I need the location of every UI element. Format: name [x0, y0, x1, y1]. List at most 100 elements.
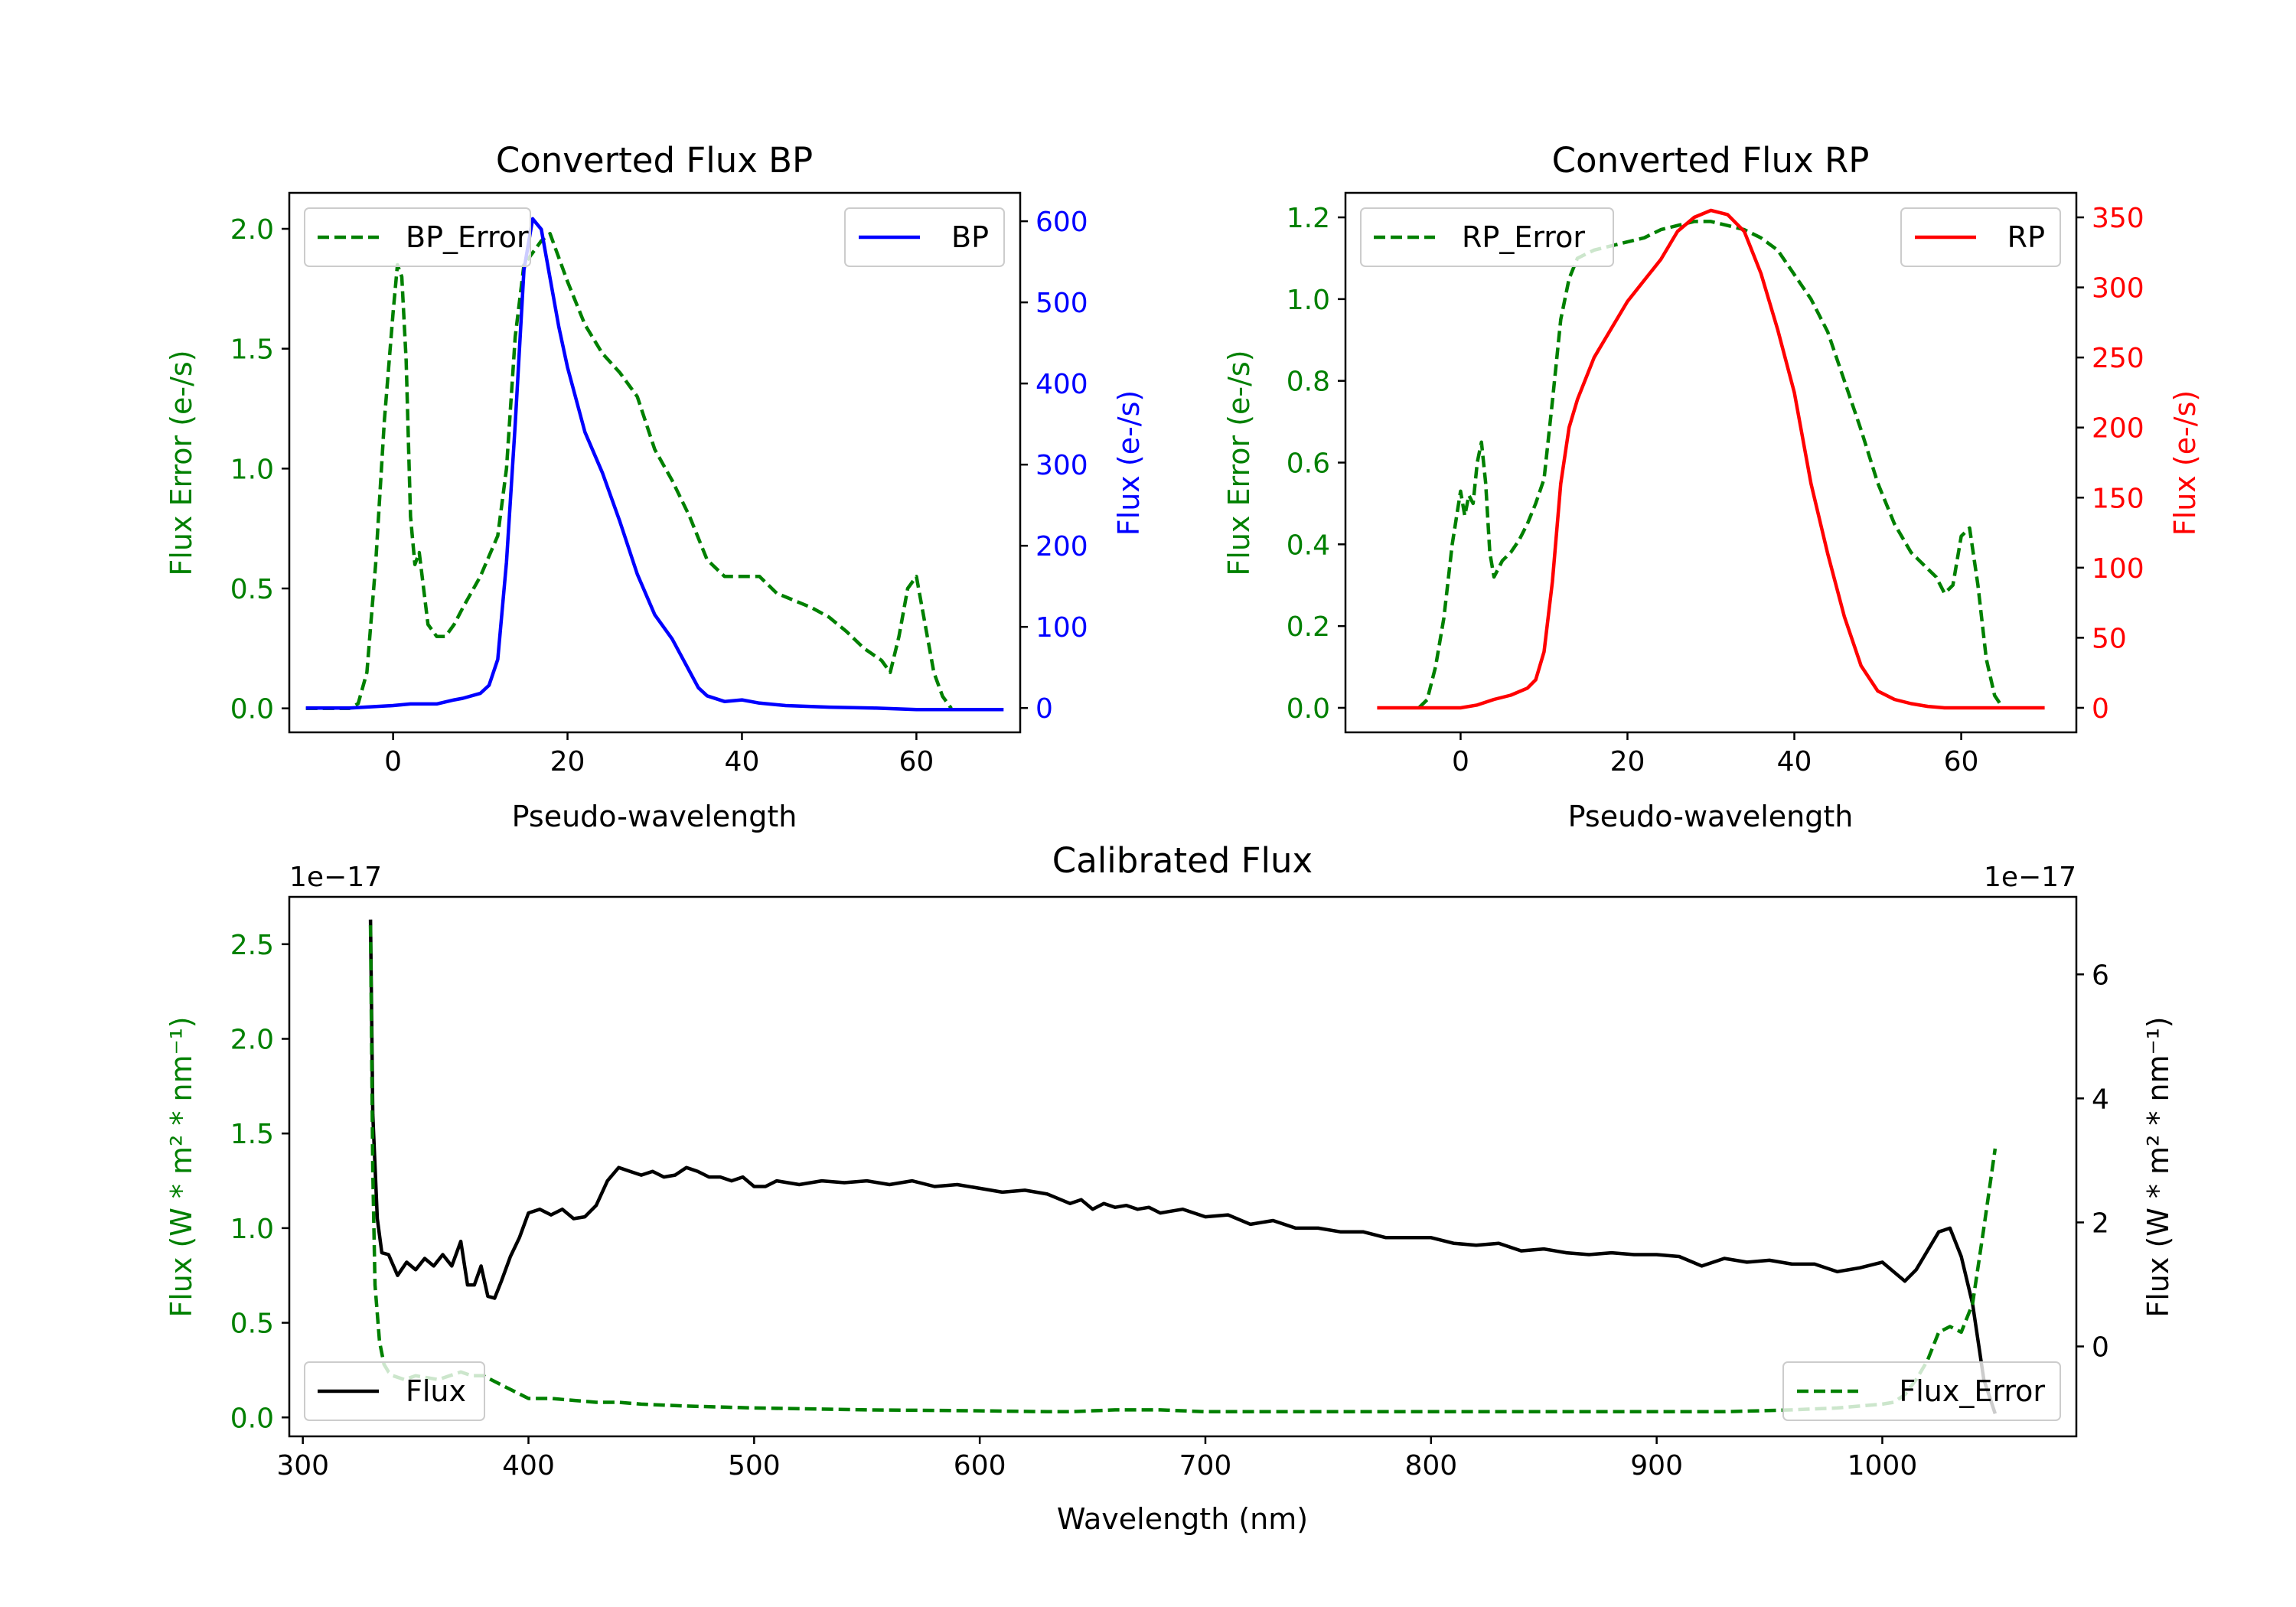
rp-y-right-tick-label: 100: [2092, 553, 2144, 585]
bp-y-right-tick-label: 500: [1035, 288, 1088, 319]
bp-axes-frame: [288, 191, 1022, 734]
bp-legend-error-label: BP_Error: [406, 220, 529, 254]
bp-x-ticks: 0 20 40 60: [384, 732, 934, 777]
cal-offset-right: 1e−17: [1984, 862, 2076, 893]
bp-y-right-tick-label: 100: [1035, 612, 1088, 644]
cal-x-tick-label: 900: [1630, 1450, 1683, 1482]
rp-plot-area: [1377, 208, 2045, 710]
bp-y-left-tick-label: 1.0: [230, 454, 274, 485]
cal-x-tick-label: 700: [1179, 1450, 1232, 1482]
cal-x-tick-label: 300: [276, 1450, 329, 1482]
rp-legend-error-label: RP_Error: [1462, 220, 1585, 254]
rp-x-tick-label: 20: [1610, 746, 1645, 777]
cal-y-left-tick-label: 1.5: [230, 1119, 274, 1150]
rp-y-left-tick-label: 0.8: [1287, 367, 1330, 398]
cal-y-ticks-left: 0.0 0.5 1.0 1.5 2.0 2.5: [230, 930, 289, 1434]
cal-x-tick-label: 600: [954, 1450, 1006, 1482]
bp-legend-error: BP_Error: [304, 207, 531, 267]
rp-y-left-tick-label: 0.6: [1287, 448, 1330, 480]
cal-y-left-tick-label: 2.0: [230, 1025, 274, 1056]
bp-y-right-tick-label: 0: [1035, 693, 1053, 725]
rp-y-ticks-left: 0.0 0.2 0.4 0.6 0.8 1.0 1.2: [1287, 203, 1345, 725]
cal-plot-area: [368, 919, 1998, 1415]
cal-legend-flux-label: Flux: [406, 1374, 466, 1408]
cal-y-right-tick-label: 2: [2092, 1208, 2109, 1239]
rp-y-label-right: Flux (e-/s): [2168, 390, 2202, 536]
bp-y-left-tick-label: 0.0: [230, 694, 274, 725]
rp-axes-frame: [1344, 191, 2078, 734]
rp-y-right-tick-label: 350: [2092, 203, 2144, 234]
cal-y-left-tick-label: 0.5: [230, 1309, 274, 1340]
rp-y-left-tick-label: 1.2: [1287, 203, 1330, 234]
cal-x-label: Wavelength (nm): [1057, 1502, 1308, 1536]
cal-y-right-tick-label: 0: [2092, 1332, 2109, 1364]
cal-legend-error: Flux_Error: [1782, 1361, 2061, 1421]
bp-y-label-right: Flux (e-/s): [1112, 390, 1146, 536]
bp-y-ticks-right: 0 100 200 300 400 500 600: [1020, 207, 1088, 725]
rp-series-rp-error-line: [1417, 220, 2004, 709]
cal-y-left-tick-label: 0.0: [230, 1403, 274, 1434]
bp-series-bp-line: [305, 217, 1004, 712]
bp-series-bp-error-line: [305, 232, 953, 710]
rp-y-right-tick-label: 0: [2092, 693, 2109, 725]
cal-y-label-right: Flux (W * m² * nm⁻¹): [2141, 1016, 2175, 1317]
rp-legend-flux: RP: [1900, 207, 2061, 267]
rp-y-left-tick-label: 0.4: [1287, 530, 1330, 561]
bp-x-label: Pseudo-wavelength: [512, 800, 797, 833]
cal-series-flux-line: [368, 919, 1998, 1415]
cal-legend-error-label: Flux_Error: [1899, 1374, 2045, 1408]
bp-legend-flux-label: BP: [951, 220, 989, 254]
cal-y-right-tick-label: 4: [2092, 1084, 2109, 1115]
rp-x-tick-label: 60: [1944, 746, 1979, 777]
rp-y-left-tick-label: 0.2: [1287, 611, 1330, 643]
rp-legend-flux-label: RP: [2007, 220, 2045, 254]
rp-y-right-tick-label: 300: [2092, 273, 2144, 305]
cal-y-label-left: Flux (W * m² * nm⁻¹): [165, 1016, 198, 1317]
rp-x-tick-label: 0: [1452, 746, 1469, 777]
rp-y-label-left: Flux Error (e-/s): [1222, 350, 1256, 575]
cal-legend-flux: Flux: [304, 1361, 485, 1421]
bp-plot-area: [305, 217, 1004, 712]
bp-y-right-tick-label: 400: [1035, 369, 1088, 400]
panel-bp: Converted Flux BP 0 20 40 60 0.0 0.5 1.0 1.5 2.…: [165, 140, 1146, 833]
cal-x-tick-label: 800: [1404, 1450, 1457, 1482]
bp-x-tick-label: 60: [899, 746, 934, 777]
cal-offset-left: 1e−17: [289, 862, 382, 893]
bp-x-tick-label: 0: [384, 746, 402, 777]
cal-y-left-tick-label: 2.5: [230, 930, 274, 961]
bp-x-tick-label: 20: [550, 746, 585, 777]
rp-y-left-tick-label: 0.0: [1287, 693, 1330, 725]
cal-x-ticks: 300 400 500 600 700 800 900 1000: [276, 1436, 1917, 1482]
bp-y-left-tick-label: 0.5: [230, 574, 274, 605]
rp-x-tick-label: 40: [1777, 746, 1812, 777]
rp-y-right-tick-label: 200: [2092, 413, 2144, 445]
bp-y-left-tick-label: 2.0: [230, 214, 274, 246]
bp-y-right-tick-label: 300: [1035, 450, 1088, 481]
bp-y-left-tick-label: 1.5: [230, 334, 274, 366]
cal-y-right-tick-label: 6: [2092, 960, 2109, 991]
rp-y-ticks-right: 0 50 100 150 200 250 300 350: [2076, 203, 2144, 725]
cal-y-ticks-right: 0 2 4 6: [2076, 960, 2109, 1364]
rp-x-ticks: 0 20 40 60: [1452, 732, 1978, 777]
rp-y-right-tick-label: 250: [2092, 343, 2144, 374]
bp-legend-flux: BP: [844, 207, 1005, 267]
cal-series-flux-error-line: [368, 925, 1998, 1414]
rp-x-label: Pseudo-wavelength: [1568, 800, 1854, 833]
cal-x-tick-label: 1000: [1848, 1450, 1918, 1482]
rp-y-left-tick-label: 1.0: [1287, 285, 1330, 316]
rp-legend-error: RP_Error: [1360, 207, 1614, 267]
rp-title: Converted Flux RP: [1552, 140, 1870, 181]
bp-y-label-left: Flux Error (e-/s): [165, 350, 198, 575]
cal-y-left-tick-label: 1.0: [230, 1214, 274, 1245]
panel-calibrated: Calibrated Flux 1e−17 1e−17 300 400 500 600…: [165, 840, 2175, 1536]
cal-x-tick-label: 500: [728, 1450, 781, 1482]
bp-y-ticks-left: 0.0 0.5 1.0 1.5 2.0: [230, 214, 289, 725]
cal-title: Calibrated Flux: [1052, 840, 1313, 881]
panel-rp: Converted Flux RP 0 20 40 60 0.00.20.40.60.…: [1222, 140, 2202, 833]
cal-x-tick-label: 400: [502, 1450, 555, 1482]
bp-x-tick-label: 40: [725, 746, 760, 777]
bp-title: Converted Flux BP: [496, 140, 813, 181]
bp-y-right-tick-label: 200: [1035, 531, 1088, 562]
bp-y-right-tick-label: 600: [1035, 207, 1088, 238]
